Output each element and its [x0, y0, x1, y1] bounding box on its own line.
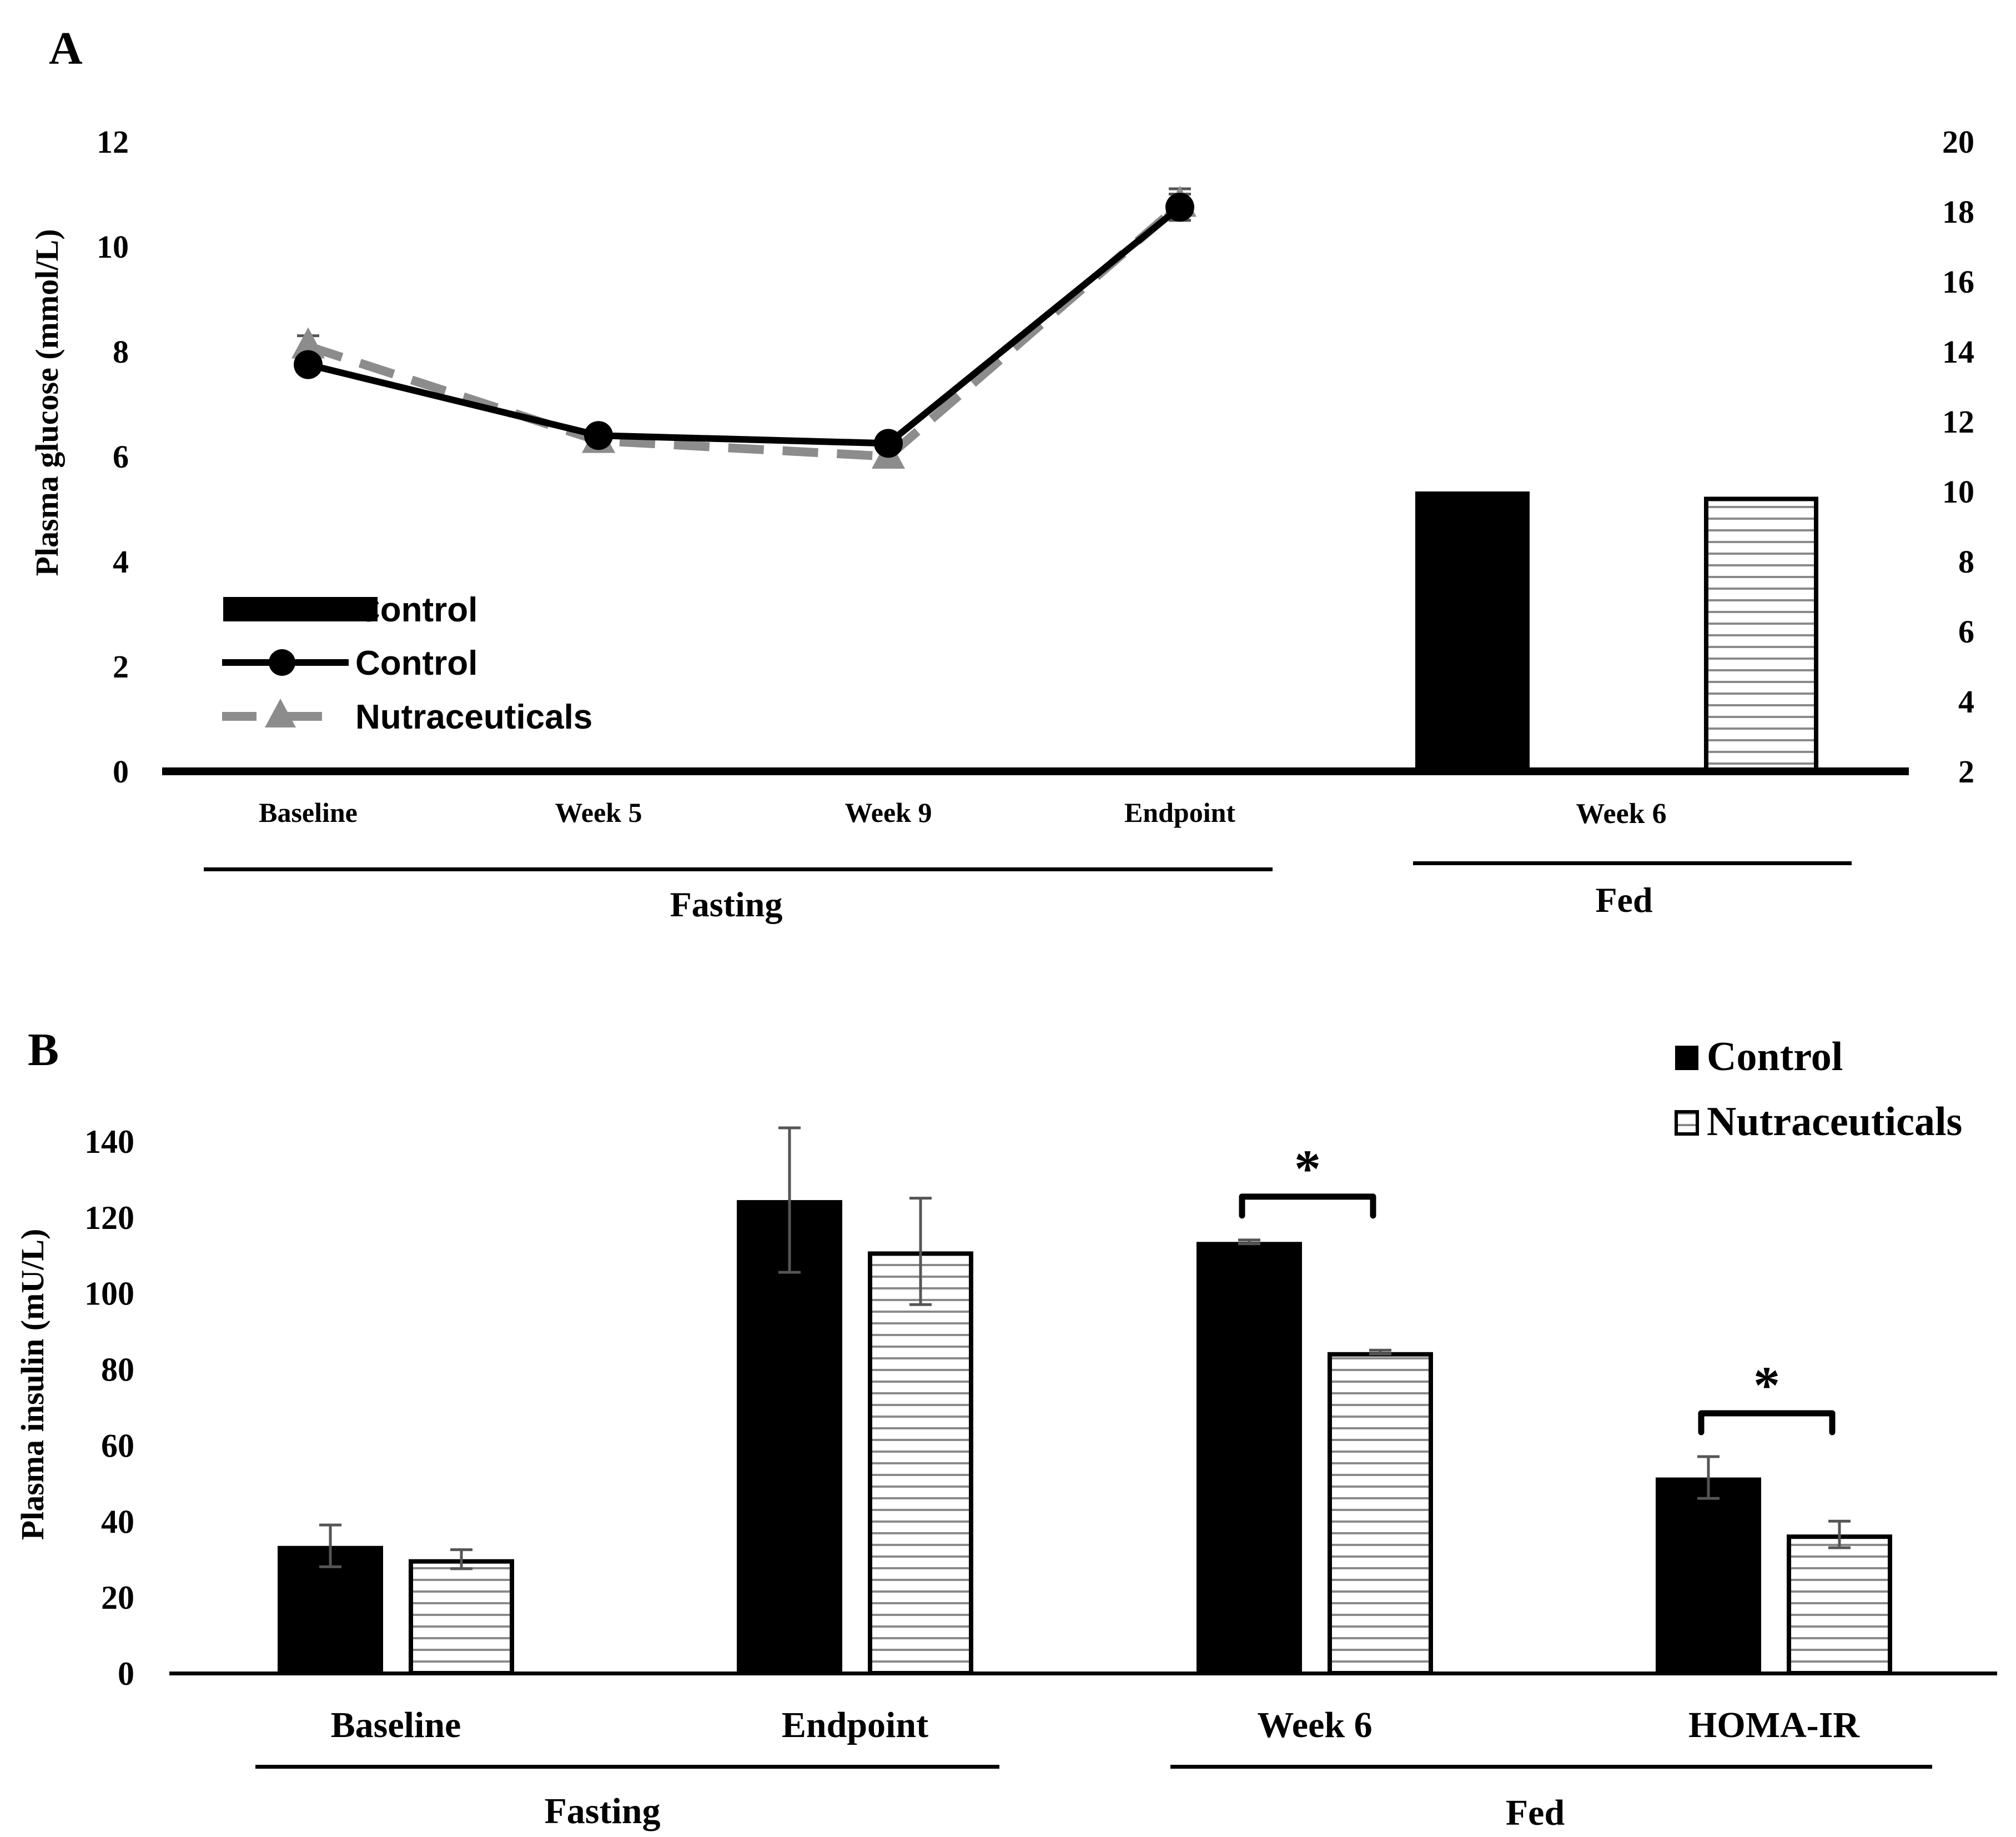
panel-a-bar-control-week-6 [1415, 491, 1530, 771]
panel-a-legend-label-nutraceuticals-2: Nutraceuticals [355, 698, 592, 736]
panel-b-y-tick-100: 100 [84, 1276, 134, 1312]
panel-b-x-category-endpoint: Endpoint [782, 1705, 928, 1745]
panel-b-bar-control-endpoint [737, 1200, 842, 1673]
panel-a-y-ticks-left: 0 2 4 6 8 10 12 [97, 124, 129, 790]
panel-b-bar-nutraceuticals-homa-ir [1787, 1534, 1892, 1675]
panel-b-legend-swatch-control [1675, 1046, 1698, 1070]
panel-a-y-tick-right-16: 16 [1942, 264, 1974, 300]
panel-a-y-tick-left-8: 8 [113, 334, 129, 370]
panel-a-legend-marker-triangle [265, 699, 296, 727]
panel-b-group-line-fasting [255, 1765, 999, 1769]
panel-b-y-tick-40: 40 [101, 1503, 134, 1540]
panel-a-y-axis-label: Plasma glucose (mmol/L) [29, 229, 65, 576]
panel-a-y-tick-left-6: 6 [113, 439, 129, 475]
panel-b-legend-label-nutraceuticals: Nutraceuticals [1707, 1099, 1962, 1145]
panel-a-y-tick-left-2: 2 [113, 649, 129, 685]
panel-b-y-tick-60: 60 [101, 1427, 134, 1464]
panel-a-label: A [49, 23, 83, 74]
panel-a-x-category-baseline: Baseline [259, 797, 358, 828]
panel-b-y-ticks: 0 20 40 60 80 100 120 140 [84, 1123, 134, 1692]
panel-a-y-tick-left-4: 4 [113, 544, 129, 580]
panel-b-significance-star-homa-ir: * [1753, 1356, 1780, 1415]
panel-a-legend: Control Control Nutraceuticals [222, 591, 592, 736]
panel-b-significance-star-week-6: * [1294, 1139, 1321, 1198]
panel-b-legend-swatch-nutraceuticals [1675, 1110, 1699, 1136]
panel-a-y-tick-right-18: 18 [1942, 194, 1974, 230]
panel-b-x-axis-line [169, 1672, 1997, 1675]
panel-a-legend-swatch-bar-control [223, 597, 378, 621]
panel-b-significance-bracket-week-6 [1239, 1193, 1376, 1219]
panel-a-groups: Fasting Fed [204, 861, 1852, 924]
panel-a-y-tick-right-4: 4 [1958, 684, 1974, 720]
panel-b-bar-nutraceuticals-baseline [409, 1559, 514, 1676]
panel-a-line-control [307, 204, 1182, 447]
panel-a-point-control-baseline [294, 350, 323, 379]
panel-a-x-category-week-9: Week 9 [845, 797, 932, 828]
panel-a-group-line-fed [1413, 861, 1852, 865]
panel-a-y-tick-right-10: 10 [1942, 474, 1974, 510]
panel-b-x-categories: Baseline Endpoint Week 6 HOMA-IR [331, 1705, 1861, 1745]
panel-b: B Plasma insulin (mU/L) 0 20 40 60 80 100 120 1… [14, 1024, 1997, 1833]
panel-a-y-tick-right-6: 6 [1958, 614, 1974, 650]
panel-a-point-nutraceuticals-baseline [291, 327, 325, 359]
panel-a: A Plasma glucose (mmol/L) 0 2 4 6 8 10 12 2 4 6 8… [29, 23, 1974, 924]
panel-b-bar-nutraceuticals-week-6 [1328, 1352, 1433, 1675]
panel-a-y-tick-right-2: 2 [1958, 754, 1974, 790]
panel-a-line-nutraceuticals [306, 201, 1183, 461]
panel-b-bar-control-homa-ir [1656, 1477, 1761, 1673]
panel-a-point-control-week-9 [874, 429, 903, 458]
panel-a-y-tick-right-14: 14 [1942, 334, 1974, 370]
panel-a-group-label-fasting: Fasting [670, 885, 783, 924]
panel-b-label: B [28, 1024, 59, 1076]
panel-b-legend-label-control: Control [1707, 1034, 1843, 1080]
panel-a-y-tick-right-20: 20 [1942, 124, 1974, 160]
panel-a-legend-marker-circle [269, 649, 295, 676]
panel-a-y-tick-right-12: 12 [1942, 404, 1974, 440]
panel-b-y-tick-80: 80 [101, 1352, 134, 1388]
panel-a-x-category-week-6: Week 6 [1576, 798, 1666, 830]
panel-a-y-tick-left-0: 0 [113, 754, 129, 790]
panel-b-x-category-homa-ir: HOMA-IR [1688, 1705, 1860, 1745]
panel-b-group-line-fed [1170, 1765, 1932, 1769]
panel-b-x-category-week-6: Week 6 [1257, 1705, 1372, 1745]
panel-a-x-category-week-5: Week 5 [555, 797, 642, 828]
panel-b-group-label-fed: Fed [1506, 1793, 1565, 1833]
panel-a-lines [291, 185, 1196, 469]
panel-a-point-control-week-5 [584, 421, 613, 450]
panel-b-bar-nutraceuticals-endpoint [868, 1251, 973, 1675]
panel-a-bars [1415, 491, 1818, 774]
panel-b-groups: Fasting Fed [255, 1765, 1932, 1833]
panel-b-y-tick-20: 20 [101, 1579, 134, 1616]
panel-a-legend-label-control-1: Control [355, 644, 477, 682]
panel-a-bar-nutraceuticals-week-6 [1704, 496, 1818, 774]
panel-a-y-tick-left-10: 10 [97, 229, 129, 265]
panel-a-group-label-fed: Fed [1595, 880, 1652, 920]
panel-b-y-tick-0: 0 [118, 1655, 134, 1692]
panel-b-significance-bracket-homa-ir [1698, 1410, 1836, 1436]
panel-b-x-category-baseline: Baseline [331, 1705, 461, 1745]
panel-b-y-axis-label: Plasma insulin (mU/L) [14, 1229, 51, 1540]
panel-a-legend-label-control-0: Control [355, 591, 477, 629]
panel-a-x-category-endpoint: Endpoint [1124, 797, 1235, 828]
panel-a-x-axis-line [162, 767, 1909, 775]
panel-b-significance: ** [1239, 1139, 1836, 1436]
panel-a-point-control-endpoint [1165, 193, 1194, 222]
panel-b-y-tick-120: 120 [84, 1199, 134, 1236]
panel-b-legend: Control Nutraceuticals [1675, 1034, 1962, 1145]
panel-b-bar-control-week-6 [1196, 1242, 1302, 1673]
panel-a-y-ticks-right: 2 4 6 8 10 12 14 16 18 20 [1942, 124, 1974, 790]
panel-b-y-tick-140: 140 [84, 1123, 134, 1160]
panel-a-y-tick-right-8: 8 [1958, 544, 1974, 580]
panel-a-x-categories: Baseline Week 5 Week 9 Endpoint Week 6 [259, 797, 1667, 830]
panel-a-y-tick-left-12: 12 [97, 124, 129, 160]
panel-b-bars [278, 1126, 1892, 1676]
panel-a-group-line-fasting [204, 867, 1273, 871]
panel-b-group-label-fasting: Fasting [544, 1791, 660, 1831]
